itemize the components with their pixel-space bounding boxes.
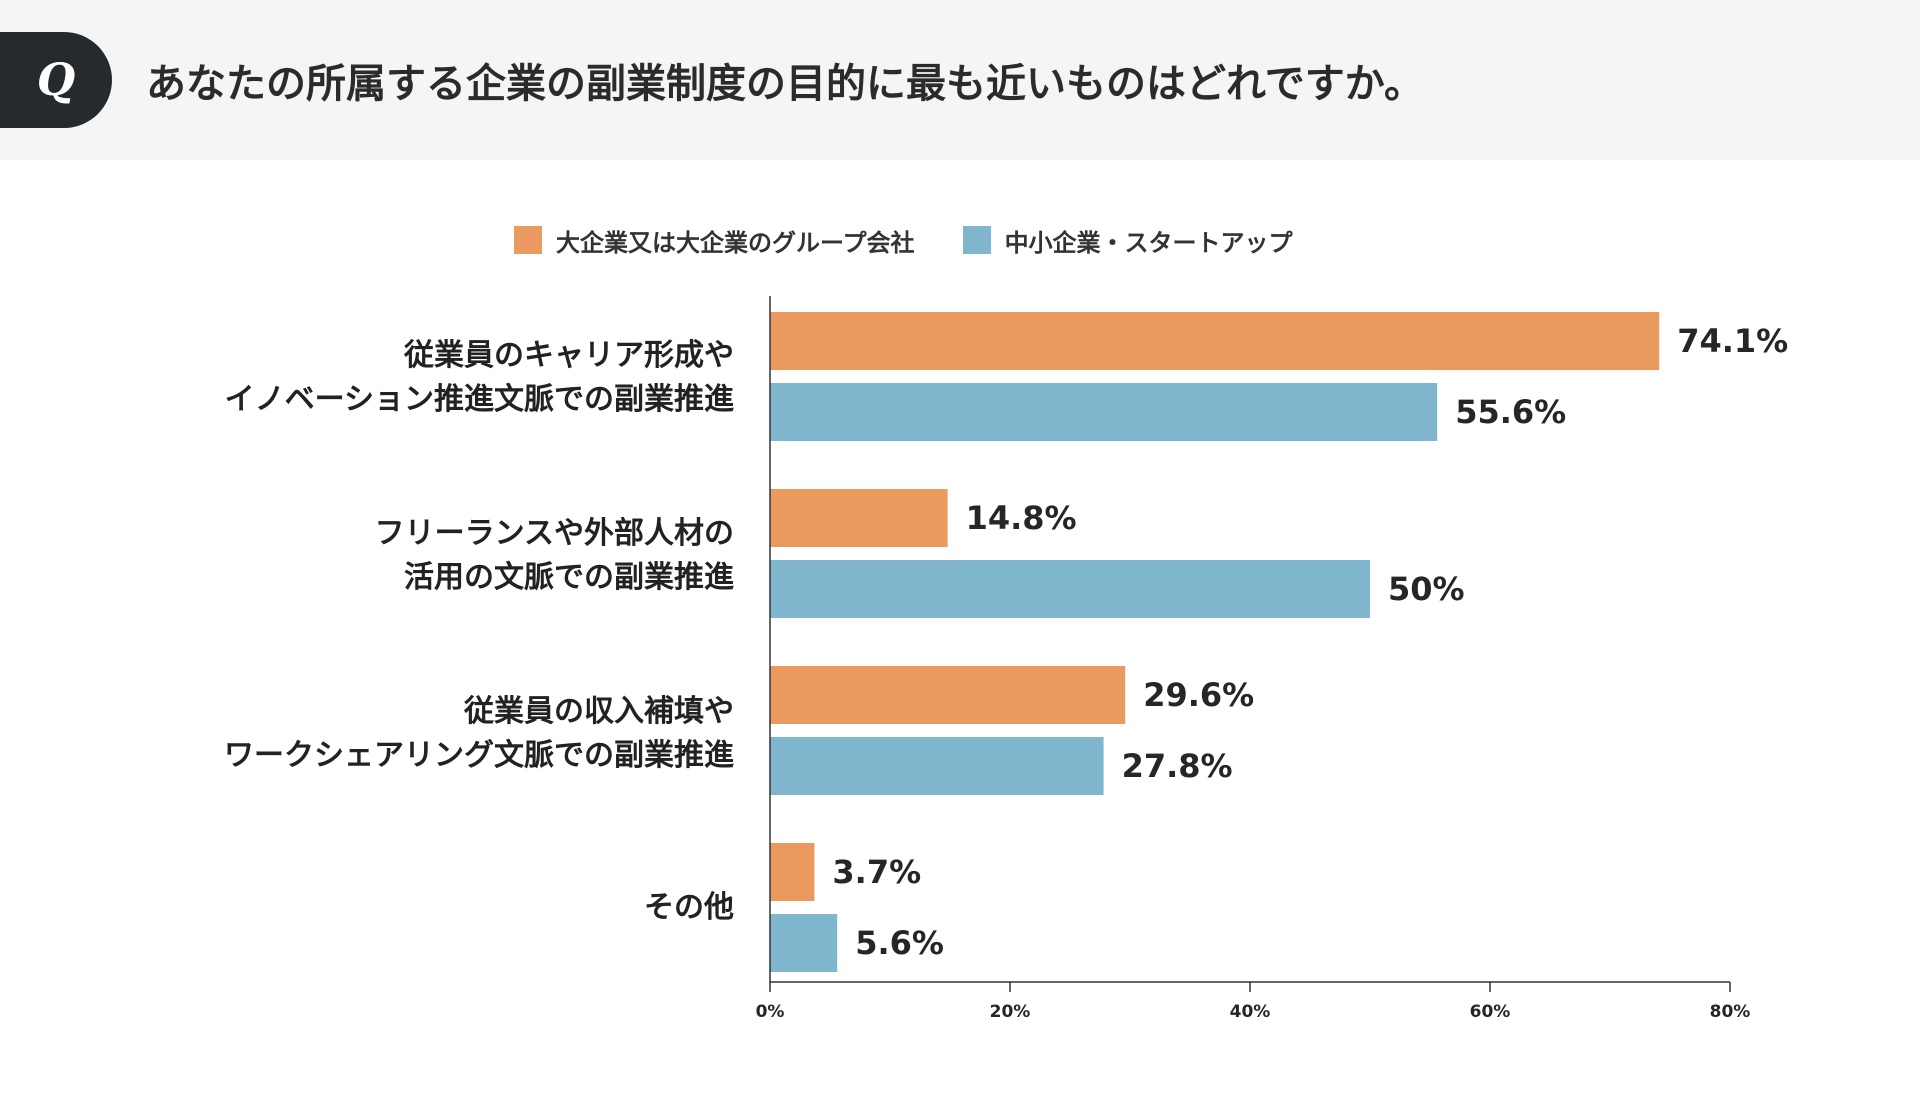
bar-large: [770, 489, 948, 547]
x-tick-label: 20%: [990, 1002, 1031, 1022]
data-label-small: 50%: [1388, 570, 1465, 608]
question-header: Q あなたの所属する企業の副業制度の目的に最も近いものはどれですか。: [0, 0, 1920, 160]
data-label-large: 14.8%: [966, 499, 1077, 537]
data-label-large: 29.6%: [1143, 676, 1254, 714]
category-label-line: その他: [644, 890, 734, 925]
bar-small: [770, 560, 1370, 618]
bar-small: [770, 737, 1104, 795]
category-label-line: ワークシェアリング文脈での副業推進: [224, 738, 734, 773]
legend-label-small: 中小企業・スタートアップ: [1004, 228, 1293, 257]
category-label-line: 活用の文脈での副業推進: [404, 560, 734, 595]
bar-large: [770, 666, 1126, 724]
q-letter: Q: [36, 54, 76, 106]
data-label-large: 3.7%: [832, 853, 921, 891]
x-tick-label: 40%: [1230, 1002, 1271, 1022]
category-label-line: フリーランスや外部人材の: [374, 516, 734, 551]
x-tick-label: 0%: [756, 1002, 785, 1022]
category-label-line: 従業員の収入補填や: [464, 694, 734, 729]
bar-small: [770, 383, 1438, 441]
x-tick-label: 60%: [1470, 1002, 1511, 1022]
legend-item-large: 大企業又は大企業のグループ会社: [514, 223, 915, 258]
data-label-large: 74.1%: [1677, 322, 1788, 360]
legend-swatch-large: [514, 226, 542, 254]
category-label-line: イノベーション推進文脈での副業推進: [224, 382, 734, 417]
bar-large: [770, 312, 1660, 370]
legend-item-small: 中小企業・スタートアップ: [962, 223, 1293, 258]
bar-small: [770, 914, 838, 972]
category-label-freelance: フリーランスや外部人材の 活用の文脈での副業推進: [375, 512, 734, 600]
bar-large: [770, 843, 815, 901]
data-label-small: 5.6%: [855, 924, 944, 962]
x-tick-label: 80%: [1710, 1002, 1751, 1022]
legend-label-large: 大企業又は大企業のグループ会社: [556, 228, 915, 257]
question-badge: Q: [0, 32, 112, 128]
question-text: あなたの所属する企業の副業制度の目的に最も近いものはどれですか。: [146, 61, 1424, 107]
category-label-line: 従業員のキャリア形成や: [404, 338, 734, 373]
category-label-income: 従業員の収入補填や ワークシェアリング文脈での副業推進: [224, 690, 734, 778]
legend-swatch-small: [962, 226, 991, 254]
category-label-other: その他: [644, 886, 734, 930]
data-label-small: 27.8%: [1122, 747, 1233, 785]
chart-legend: 大企業又は大企業のグループ会社 中小企業・スタートアップ: [514, 222, 1293, 258]
category-label-career: 従業員のキャリア形成や イノベーション推進文脈での副業推進: [225, 334, 734, 422]
data-label-small: 55.6%: [1455, 393, 1566, 431]
